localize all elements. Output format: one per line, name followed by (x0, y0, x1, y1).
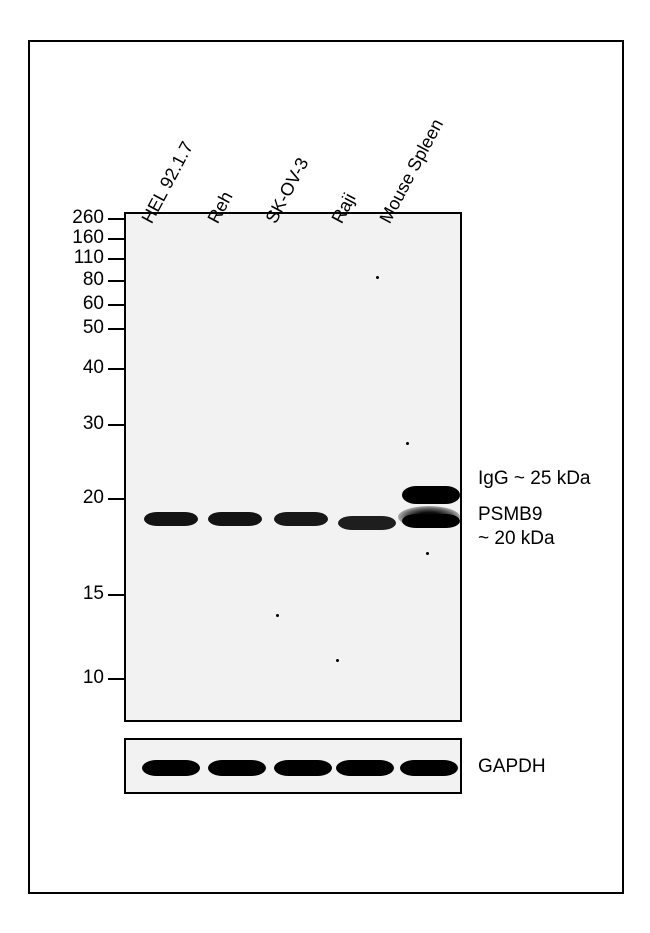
right-label-0: IgG ~ 25 kDa (478, 468, 590, 490)
gapdh-band-lane-2 (274, 760, 332, 776)
ladder-label-50: 50 (83, 317, 104, 339)
ladder-tick-15 (108, 594, 124, 596)
psmb9-band-lane-3 (338, 516, 396, 530)
noise-speck-2 (426, 552, 429, 555)
gapdh-band-lane-1 (208, 760, 266, 776)
ladder-label-10: 10 (83, 667, 104, 689)
noise-speck-4 (276, 614, 279, 617)
ladder-tick-60 (108, 304, 124, 306)
main-western-blot-panel (124, 212, 462, 722)
ladder-tick-50 (108, 328, 124, 330)
noise-speck-0 (376, 276, 379, 279)
ladder-label-40: 40 (83, 357, 104, 379)
ladder-tick-20 (108, 498, 124, 500)
ladder-tick-10 (108, 678, 124, 680)
noise-speck-3 (336, 659, 339, 662)
right-label-2: ~ 20 kDa (478, 528, 555, 550)
ladder-tick-260 (108, 218, 124, 220)
psmb9-band-lane-2 (274, 512, 328, 526)
ladder-label-15: 15 (83, 583, 104, 605)
ladder-tick-80 (108, 280, 124, 282)
ladder-label-80: 80 (83, 269, 104, 291)
gapdh-loading-control-panel (124, 738, 462, 794)
ladder-label-20: 20 (83, 487, 104, 509)
gapdh-band-lane-0 (142, 760, 200, 776)
psmb9-band-lane-1 (208, 512, 262, 526)
ladder-tick-30 (108, 424, 124, 426)
ladder-label-260: 260 (72, 207, 104, 229)
ladder-label-60: 60 (83, 293, 104, 315)
ladder-label-30: 30 (83, 413, 104, 435)
noise-speck-1 (406, 442, 409, 445)
psmb9-band-lane-0 (144, 512, 198, 526)
igg-band-mouse-spleen (402, 486, 460, 504)
ladder-tick-110 (108, 258, 124, 260)
ladder-label-160: 160 (72, 227, 104, 249)
ladder-tick-40 (108, 368, 124, 370)
right-label-3: GAPDH (478, 756, 546, 778)
ladder-tick-160 (108, 238, 124, 240)
gapdh-band-lane-4 (400, 760, 458, 776)
gapdh-band-lane-3 (336, 760, 394, 776)
right-label-1: PSMB9 (478, 504, 542, 526)
ladder-label-110: 110 (74, 247, 104, 269)
psmb9-band-mouse-spleen-thick (398, 506, 460, 528)
